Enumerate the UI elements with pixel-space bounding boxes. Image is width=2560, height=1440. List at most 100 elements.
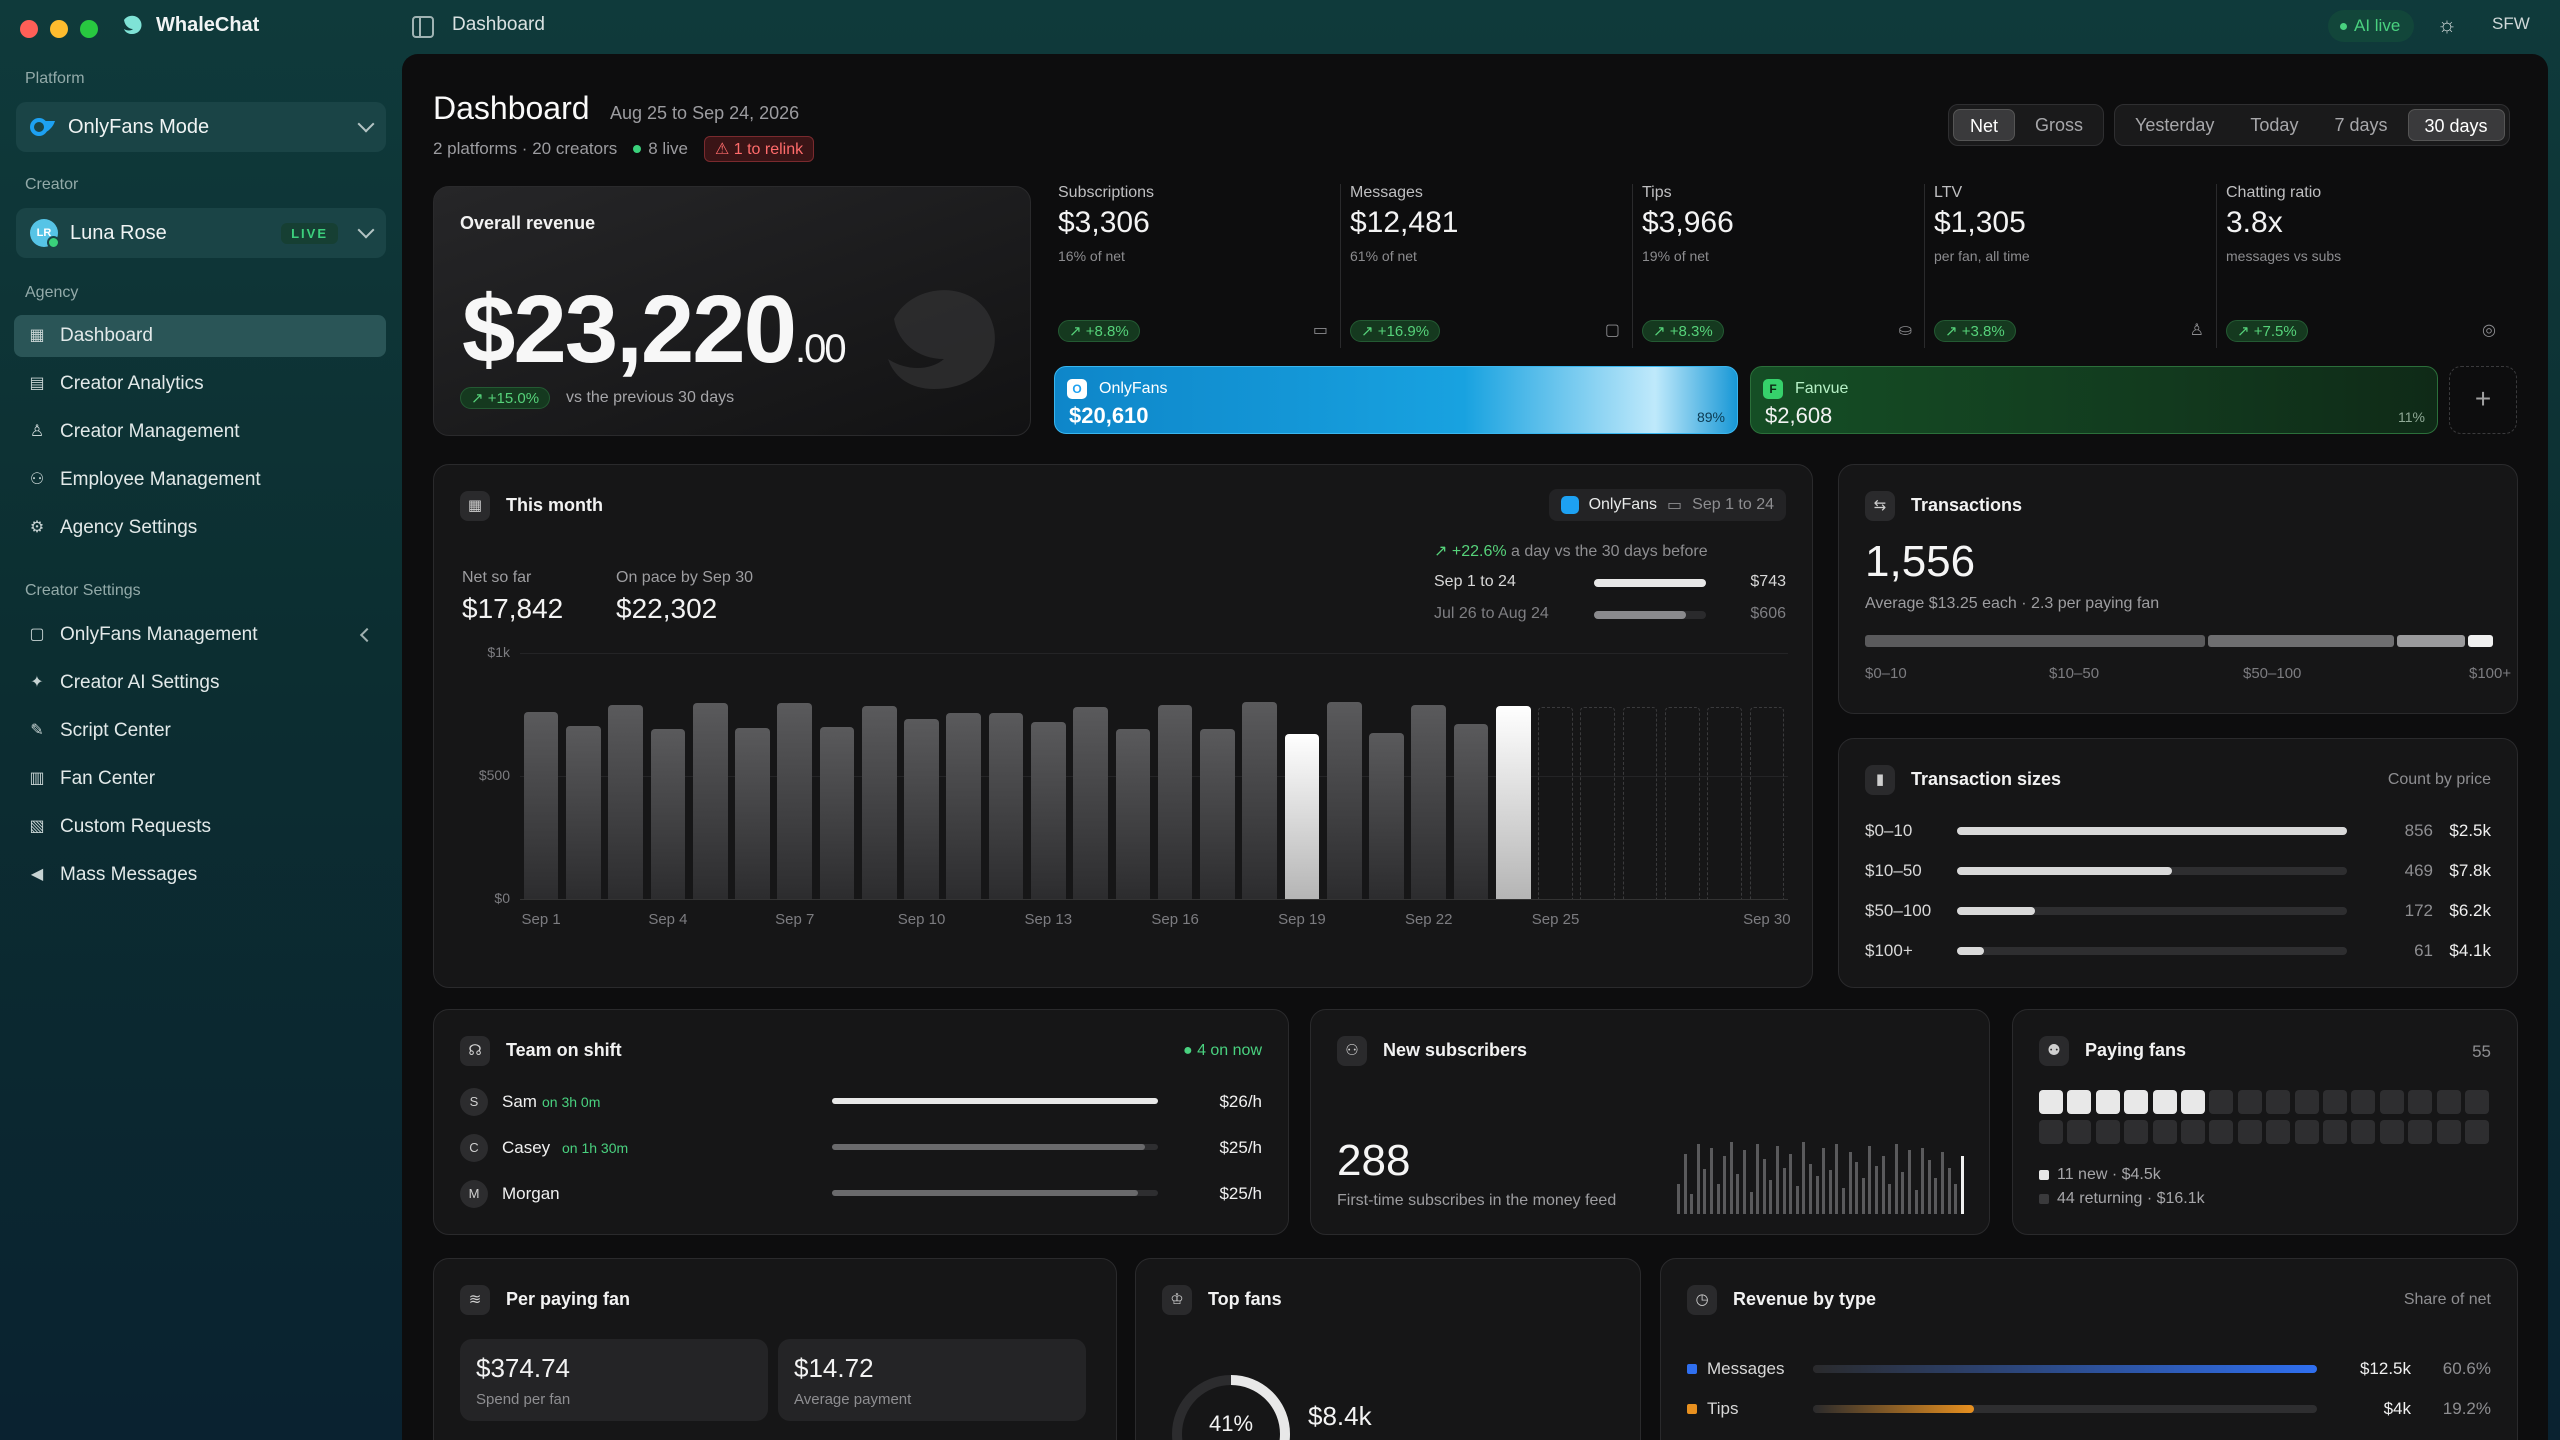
chart-bar[interactable] [1200,729,1235,899]
chart-bar[interactable] [1242,702,1277,899]
sparkline-bar [1901,1172,1905,1214]
chart-bar[interactable] [1749,707,1785,899]
stat-change: +8.3% [1669,323,1713,340]
chart-bar[interactable] [946,713,982,899]
chart-platform: OnlyFans [1588,496,1658,513]
ai-live-badge[interactable]: AI live [2328,10,2415,42]
transaction-bucket-label: $50–100 [2243,665,2302,682]
header-meta: 2 platforms · 20 creators 8 live ⚠ 1 to … [433,136,815,162]
sidebar-item-creator-analytics[interactable]: ▤ Creator Analytics [14,363,386,405]
chart-bar[interactable] [1115,729,1151,899]
chart-bar[interactable] [608,704,643,899]
chart-bar[interactable] [1622,707,1658,899]
creator-select[interactable]: LR Luna Rose LIVE [16,208,386,258]
relink-badge[interactable]: ⚠ 1 to relink [703,136,815,162]
fanvue-platform-bar[interactable]: F Fanvue $2,608 11% [1750,366,2438,434]
platform-select[interactable]: OnlyFans Mode [16,102,386,152]
sidebar-item-dashboard[interactable]: ▦ Dashboard [14,315,386,357]
sidebar-item-creator-ai-settings[interactable]: ✦ Creator AI Settings [14,662,386,704]
x-tick-label: Sep 25 [1531,911,1580,928]
period-selector[interactable]: Yesterday Today 7 days 30 days [2114,104,2510,146]
chart-bar[interactable] [1411,704,1447,899]
sidebar-item-mass-messages[interactable]: ◀ Mass Messages [14,854,386,896]
chart-bar[interactable] [861,705,897,899]
x-tick-label: Sep 13 [1024,911,1073,928]
transaction-bucket-segment[interactable] [2208,635,2395,647]
add-platform-button[interactable]: + [2449,366,2517,434]
transaction-bucket-segment[interactable] [2397,635,2466,647]
overall-revenue-value: $23,220.00 [462,275,847,385]
sparkline-bar [1736,1174,1740,1214]
chart-bar[interactable] [650,729,686,899]
sparkline-bar [1769,1180,1773,1214]
chart-bar[interactable] [566,725,601,899]
chart-bar[interactable] [1495,705,1531,899]
new-subscribers-card: ⚇ New subscribers 288 First-time subscri… [1310,1009,1990,1235]
chart-bar[interactable] [735,728,770,899]
net-gross-toggle[interactable]: Net Gross [1948,104,2105,146]
chart-bar[interactable] [1073,707,1108,899]
sidebar-item-agency-settings[interactable]: ⚙ Agency Settings [14,507,386,549]
stat-messages[interactable]: Messages $12,481 61% of net ↗ +16.9% ▢ [1350,184,1640,406]
sidebar-toggle-button[interactable] [412,16,434,38]
stat-change-badge: ↗ +7.5% [2226,320,2308,342]
stat-change-badge: ↗ +8.3% [1642,320,1724,342]
chart-bar[interactable] [1284,734,1320,899]
stat-chatting-ratio[interactable]: Chatting ratio 3.8x messages vs subs ↗ +7.5… [2226,184,2516,406]
transaction-bucket-segment[interactable] [2468,635,2494,647]
team-on-shift-card: ☊ Team on shift ● 4 on now S Sam on 3h 0m $… [433,1009,1289,1235]
maximize-window-button[interactable] [80,20,98,38]
close-window-button[interactable] [20,20,38,38]
chart-bar[interactable] [692,703,728,899]
chart-bar[interactable] [1707,707,1742,899]
chart-bar[interactable] [1665,707,1700,899]
sidebar-item-creator-management[interactable]: ♙ Creator Management [14,411,386,453]
stat-sub: 61% of net [1350,248,1417,264]
chart-bar[interactable] [1326,702,1362,899]
stat-subscriptions[interactable]: Subscriptions $3,306 16% of net ↗ +8.8% ▭ [1058,184,1348,406]
sidebar-item-onlyfans-management[interactable]: ▢ OnlyFans Management [14,614,386,656]
member-rate: $25/h [1219,1184,1262,1203]
sparkline-bar [1934,1178,1938,1214]
sparkline-bar [1723,1156,1727,1214]
chart-bar[interactable] [1538,707,1573,899]
chart-bar[interactable] [777,703,813,899]
period-yesterday[interactable]: Yesterday [2135,115,2215,135]
sidebar-item-employee-management[interactable]: ⚇ Employee Management [14,459,386,501]
compare-previous-track [1594,611,1706,619]
gross-toggle[interactable]: Gross [2035,115,2084,135]
chart-bar[interactable] [1369,732,1404,899]
stat-ltv[interactable]: LTV $1,305 per fan, all time ↗ +3.8% ♙ [1934,184,2224,406]
stat-label: Messages [1350,184,1423,201]
period-today[interactable]: Today [2250,115,2299,135]
sidebar-item-script-center[interactable]: ✎ Script Center [14,710,386,752]
onlyfans-platform-bar[interactable]: O OnlyFans $20,610 89% [1054,366,1738,434]
sparkline-bar [1710,1148,1713,1214]
chart-bar[interactable] [1031,721,1066,899]
sparkline-bar [1947,1168,1951,1214]
sun-icon[interactable]: ☼ [2436,12,2458,37]
chart-bar[interactable] [904,719,939,899]
sidebar-item-fan-center[interactable]: ▥ Fan Center [14,758,386,800]
chart-filter[interactable]: OnlyFans ▭ Sep 1 to 24 [1548,489,1786,521]
daily-delta: ↗ +22.6% a day vs the 30 days before [1434,543,1708,560]
chart-bar[interactable] [988,713,1024,899]
chevron-left-icon [359,627,375,643]
chart-bar[interactable] [1157,704,1193,899]
chart-bar[interactable] [523,712,559,899]
paying-fans-count: 55 [2472,1042,2491,1061]
minimize-window-button[interactable] [50,20,68,38]
period-7-days[interactable]: 7 days [2334,115,2388,135]
main-panel: Dashboard Aug 25 to Sep 24, 2026 2 platf… [402,54,2548,1440]
sfw-toggle[interactable]: SFW [2492,14,2530,33]
sparkline-bar [1868,1146,1872,1214]
net-toggle[interactable]: Net [1953,109,2016,141]
transaction-bucket-segment[interactable] [1865,635,2206,647]
chart-bar[interactable] [819,726,855,899]
sidebar-item-custom-requests[interactable]: ▧ Custom Requests [14,806,386,848]
period-30-days[interactable]: 30 days [2407,109,2505,141]
chart-bar[interactable] [1580,707,1616,899]
stat-tips[interactable]: Tips $3,966 19% of net ↗ +8.3% ⛀ [1642,184,1932,406]
chart-bar[interactable] [1453,724,1489,899]
fan-cell [2237,1120,2262,1144]
